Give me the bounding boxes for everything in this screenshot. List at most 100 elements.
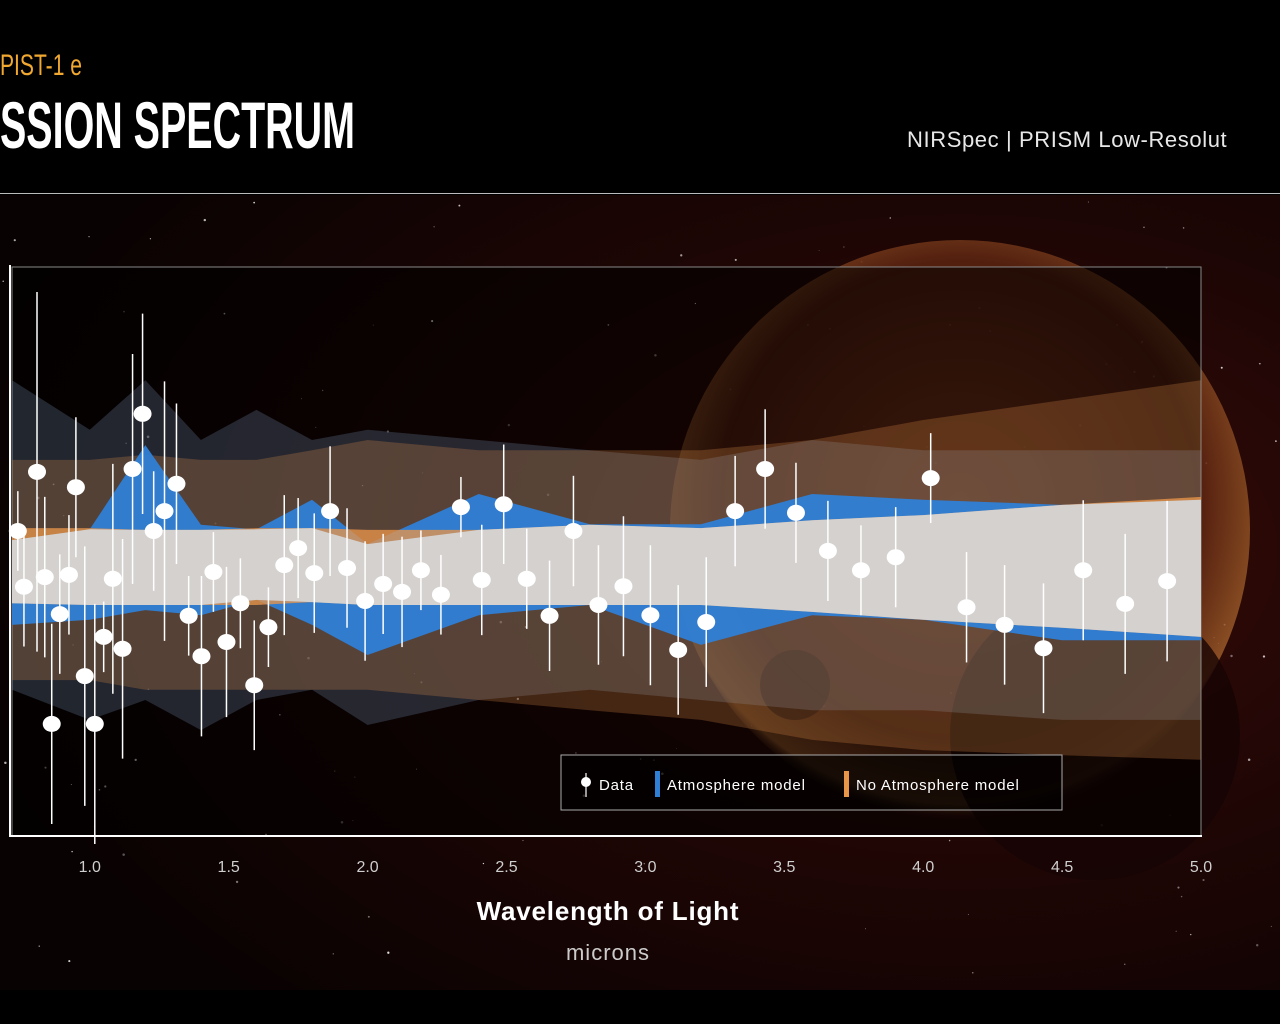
x-tick-label: 2.5 [495, 859, 517, 876]
star-dot [818, 250, 820, 251]
star-dot [865, 928, 867, 930]
star-dot [332, 953, 334, 955]
star-dot [4, 761, 7, 765]
data-point [289, 540, 308, 557]
data-point [155, 503, 174, 520]
x-axis-unit: microns [566, 940, 650, 965]
star-dot [1247, 758, 1251, 761]
data-point [75, 668, 94, 685]
data-point [411, 562, 430, 579]
star-dot [1180, 895, 1183, 898]
star-dot [88, 235, 90, 238]
x-tick-label: 1.0 [79, 859, 101, 876]
data-point [614, 578, 633, 595]
star-dot [38, 945, 40, 947]
data-point [494, 496, 513, 513]
star-dot [2, 280, 4, 282]
data-point [540, 607, 559, 624]
star-dot [1262, 655, 1266, 658]
data-point [726, 503, 745, 520]
data-point [756, 460, 775, 477]
star-dot [387, 951, 390, 954]
x-tick-label: 4.0 [912, 859, 934, 876]
data-point [259, 619, 278, 636]
star-dot [71, 850, 73, 853]
data-point [133, 405, 152, 422]
data-point [179, 607, 198, 624]
star-dot [433, 226, 435, 228]
data-point [1158, 573, 1177, 590]
star-dot [889, 217, 892, 219]
supertitle: PIST-1 e [0, 49, 82, 82]
star-dot [1258, 362, 1261, 365]
data-point [338, 560, 357, 577]
data-point [1034, 640, 1053, 657]
star-dot [1220, 366, 1223, 369]
star-dot [967, 913, 969, 915]
data-point [957, 599, 976, 616]
data-point [321, 503, 340, 520]
data-point [564, 523, 583, 540]
star-dot [843, 246, 845, 248]
data-point [8, 523, 27, 540]
legend-box [560, 754, 1063, 811]
star-dot [1230, 654, 1233, 658]
chart-title: SSION SPECTRUM [0, 88, 355, 162]
legend-label: Atmosphere model [667, 777, 806, 794]
band-overlap [12, 499, 1201, 637]
data-point [374, 575, 393, 592]
star-dot [367, 915, 370, 918]
legend-label: Data [599, 777, 634, 794]
data-point [217, 633, 236, 650]
data-point [851, 562, 870, 579]
star-dot [149, 238, 152, 240]
data-point [50, 606, 69, 623]
star-dot [1270, 925, 1272, 927]
star-dot [13, 239, 16, 242]
data-point [85, 715, 104, 732]
data-point [144, 523, 163, 540]
star-dot [1202, 878, 1205, 882]
legend-label: No Atmosphere model [856, 777, 1020, 794]
data-point [669, 641, 688, 658]
star-dot [643, 862, 645, 865]
star-dot [1275, 440, 1277, 443]
data-point [275, 557, 294, 574]
star-dot [253, 201, 255, 204]
star-dot [972, 971, 974, 974]
data-point [245, 677, 264, 694]
data-point [786, 504, 805, 521]
data-point [35, 569, 54, 586]
instrument: NIRSpec | PRISM Low-Resolut [907, 127, 1227, 152]
data-point [818, 542, 837, 559]
data-point [123, 460, 142, 477]
legend-swatch [844, 771, 849, 797]
star-dot [1124, 963, 1126, 965]
data-point [204, 563, 223, 580]
star-dot [1177, 886, 1180, 889]
data-point [113, 640, 132, 657]
star-dot [1175, 930, 1177, 932]
x-tick-label: 5.0 [1190, 859, 1212, 876]
data-point [641, 607, 660, 624]
legend-swatch [655, 771, 660, 797]
star-dot [948, 839, 951, 842]
star-dot [458, 204, 461, 207]
x-tick-label: 1.5 [218, 859, 240, 876]
data-point [451, 499, 470, 516]
x-tick-label: 2.0 [356, 859, 378, 876]
star-dot [68, 960, 71, 963]
star-dot [1087, 201, 1089, 203]
data-point [995, 616, 1014, 633]
data-point [167, 475, 186, 492]
data-point [886, 549, 905, 566]
star-dot [1190, 933, 1192, 936]
x-tick-label: 4.5 [1051, 859, 1073, 876]
data-point [14, 578, 33, 595]
star-dot [522, 839, 524, 842]
star-dot [1255, 944, 1259, 947]
data-point [472, 571, 491, 588]
data-point [517, 570, 536, 587]
data-point [697, 614, 716, 631]
